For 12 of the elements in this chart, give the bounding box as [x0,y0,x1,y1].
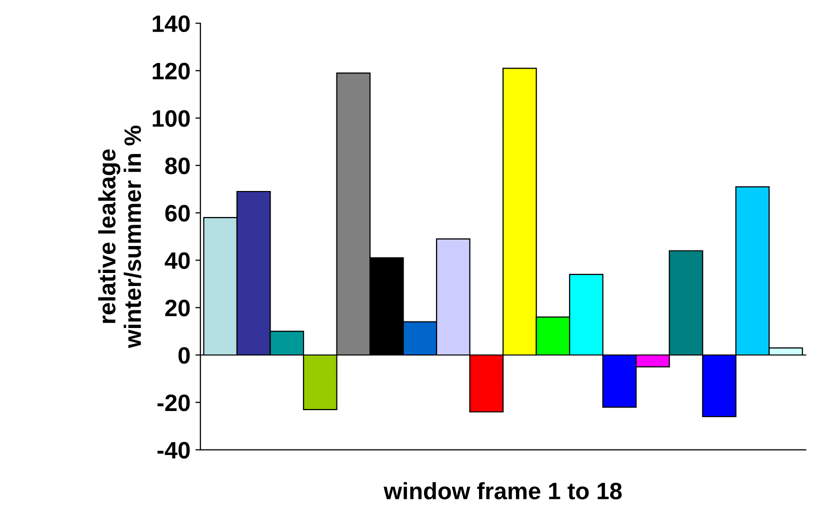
x-axis-title: window frame 1 to 18 [384,482,622,500]
y-tick-label: -40 [157,442,190,459]
y-tick-label: 100 [152,110,190,127]
y-tick-label: 0 [178,347,190,364]
y-tick-label: -20 [157,394,190,412]
y-tick-label: 120 [152,62,190,80]
y-axis-title: relative leakage winter/summer in % [98,126,142,348]
y-tick-label: 40 [164,252,190,270]
y-tick-label: 20 [165,300,190,316]
y-tick-label: 80 [165,158,190,174]
y-tick-label: 60 [165,204,190,222]
y-tick-label: 140 [152,15,190,32]
